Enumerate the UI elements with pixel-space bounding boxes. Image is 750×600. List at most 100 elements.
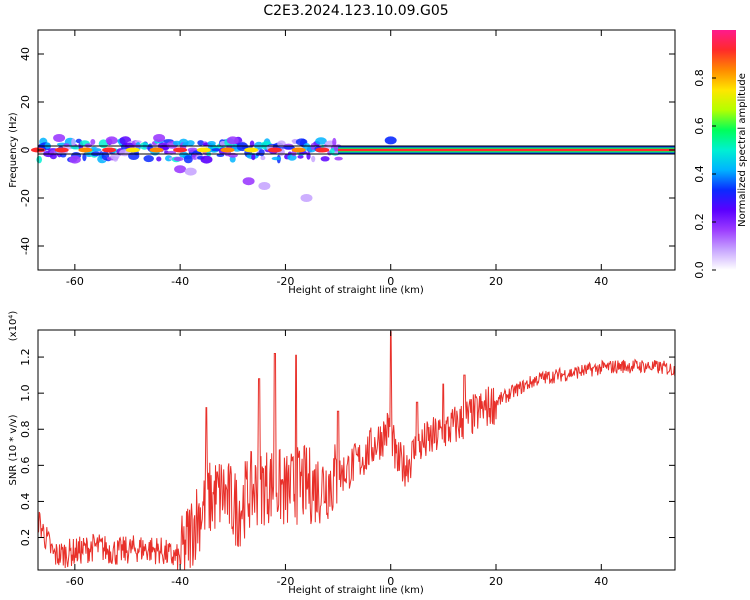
colorbar-tick-label: 0.4 bbox=[693, 165, 706, 183]
spectrogram-cell bbox=[90, 139, 96, 145]
spectrogram-x-label: Height of straight line (km) bbox=[288, 285, 424, 296]
spectrogram-cell bbox=[315, 137, 327, 145]
spectrogram-blob bbox=[184, 167, 197, 176]
colorbar-scale bbox=[712, 30, 736, 270]
x-tick-label: -20 bbox=[276, 275, 294, 288]
spectrogram-carrier bbox=[31, 145, 675, 155]
spectrogram-cell bbox=[334, 156, 343, 161]
carrier-segment bbox=[196, 147, 211, 153]
x-tick-label: 40 bbox=[594, 275, 608, 288]
chart-title: C2E3.2024.123.10.09.G05 bbox=[263, 3, 448, 19]
spectrogram-cell bbox=[260, 155, 266, 161]
spectrogram-cell bbox=[172, 140, 181, 146]
spectrogram-cell bbox=[310, 143, 315, 151]
snr-x-ticks: -60 -40 -20 0 20 40 bbox=[66, 330, 608, 588]
spectrogram-blob bbox=[53, 134, 66, 142]
spectrogram-cell bbox=[36, 155, 42, 164]
spectrogram-cell bbox=[211, 148, 221, 152]
snr-y-ticks: 0.2 0.4 0.6 0.8 1.0 1.2 bbox=[19, 348, 675, 546]
carrier-segment bbox=[173, 147, 188, 153]
spectrogram-x-ticks: -60 -40 -20 0 20 40 bbox=[66, 30, 608, 288]
snr-frame bbox=[37, 329, 676, 571]
spectrogram-cell bbox=[134, 140, 142, 144]
snr-background bbox=[38, 330, 675, 570]
carrier-segment bbox=[149, 147, 164, 153]
spectrogram-cell bbox=[49, 153, 57, 160]
spectrogram-cell bbox=[251, 154, 256, 161]
colorbar-tick-label: 0.8 bbox=[693, 69, 706, 87]
spectrogram-cell bbox=[143, 155, 154, 163]
carrier-segment bbox=[315, 147, 330, 153]
spectrogram-cell bbox=[113, 157, 118, 162]
colorbar-tick-label: 0.0 bbox=[693, 261, 706, 279]
y-tick-label: 0.2 bbox=[19, 529, 32, 547]
y-tick-label: 0.4 bbox=[19, 493, 32, 511]
spectrogram-cell bbox=[332, 137, 337, 147]
carrier-segment bbox=[78, 147, 93, 153]
spectrogram-cell bbox=[173, 156, 184, 162]
spectrogram-blob bbox=[384, 136, 397, 145]
colorbar-tick-label: 0.2 bbox=[693, 213, 706, 231]
y-tick-label: 40 bbox=[19, 47, 32, 61]
carrier-segment bbox=[291, 147, 306, 153]
x-tick-label: -20 bbox=[276, 575, 294, 588]
spectrogram-cell bbox=[297, 154, 304, 159]
spectrogram-blob bbox=[200, 155, 213, 164]
carrier-segment bbox=[244, 147, 259, 153]
y-tick-label: 20 bbox=[19, 95, 32, 109]
x-tick-label: -60 bbox=[66, 275, 84, 288]
x-tick-label: -60 bbox=[66, 575, 84, 588]
x-tick-label: 0 bbox=[387, 275, 394, 288]
spectrogram-cell bbox=[91, 148, 102, 152]
spectrogram-blob bbox=[300, 194, 313, 202]
spectrogram-blob bbox=[258, 182, 271, 190]
y-tick-label: -40 bbox=[19, 237, 32, 255]
spectrogram-panel: -60 -40 -20 0 20 40 40 20 0 -20 -40 Height of str… bbox=[8, 29, 676, 296]
carrier-segment bbox=[102, 147, 117, 153]
spectrogram-cell bbox=[186, 140, 195, 146]
snr-series-line bbox=[37, 331, 676, 571]
snr-y-label: SNR (10 * v/v) bbox=[8, 414, 19, 485]
colorbar-ticks: 0.0 0.2 0.4 0.6 0.8 bbox=[693, 69, 716, 279]
carrier-segment bbox=[125, 147, 140, 153]
spectrogram-blob bbox=[226, 136, 239, 145]
spectrogram-blob bbox=[242, 177, 255, 186]
spectrogram-cell bbox=[197, 140, 205, 146]
spectrogram-cell bbox=[183, 155, 193, 164]
y-tick-label: 1.2 bbox=[19, 348, 32, 366]
x-tick-label: 20 bbox=[489, 575, 503, 588]
spectrogram-blob bbox=[153, 134, 166, 142]
x-tick-label: -40 bbox=[171, 575, 189, 588]
spectrogram-cell bbox=[165, 155, 173, 162]
spectrogram-cell bbox=[320, 156, 330, 162]
spectrogram-cell bbox=[283, 145, 296, 150]
y-tick-label: 1.0 bbox=[19, 384, 32, 402]
spectrogram-cell bbox=[110, 153, 120, 160]
spectrogram-blob bbox=[174, 165, 187, 174]
colorbar: 0.0 0.2 0.4 0.6 0.8 Normalized spectral ampl… bbox=[693, 30, 748, 279]
spectrogram-y-ticks: 40 20 0 -20 -40 bbox=[19, 47, 675, 255]
snr-panel: -60 -40 -20 0 20 40 0.2 0.4 0.6 0.8 1.0 1.2 Height… bbox=[8, 311, 676, 596]
snr-y-multiplier: (x10⁴) bbox=[8, 311, 19, 342]
spectrogram-cell bbox=[311, 155, 316, 163]
spectrogram-cell bbox=[156, 156, 162, 162]
carrier-segment bbox=[54, 147, 69, 153]
spectrogram-blob bbox=[68, 155, 81, 164]
colorbar-label: Normalized spectral amplitude bbox=[737, 73, 748, 227]
x-tick-label: -40 bbox=[171, 275, 189, 288]
colorbar-tick-label: 0.6 bbox=[693, 117, 706, 135]
spectrogram-cell bbox=[71, 138, 76, 147]
spectrogram-cell bbox=[207, 141, 216, 146]
carrier-segment bbox=[220, 147, 235, 153]
spectrogram-cell bbox=[82, 153, 87, 162]
spectrogram-blob bbox=[105, 136, 118, 145]
x-tick-label: 20 bbox=[489, 275, 503, 288]
snr-x-label: Height of straight line (km) bbox=[288, 585, 424, 596]
spectrogram-cell bbox=[258, 149, 265, 157]
spectrogram-y-label: Frequency (Hz) bbox=[8, 112, 19, 188]
carrier-core bbox=[338, 148, 675, 152]
spectrogram-cell bbox=[271, 156, 282, 161]
x-tick-label: 40 bbox=[594, 575, 608, 588]
y-tick-label: 0 bbox=[19, 147, 32, 154]
